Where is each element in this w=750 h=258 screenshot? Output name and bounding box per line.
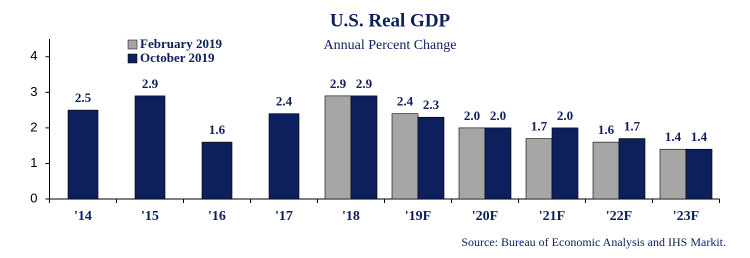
x-tick-label: '14	[74, 209, 92, 224]
chart-subtitle: Annual Percent Change	[324, 38, 457, 53]
bar	[525, 138, 553, 200]
y-tick-label: 3	[30, 84, 37, 99]
data-label: 1.7	[624, 119, 641, 134]
x-tick-label: '19F	[405, 209, 431, 224]
x-tick-label: '22F	[606, 209, 632, 224]
bar	[134, 95, 166, 200]
data-label: 2.4	[397, 94, 414, 109]
legend-swatch	[127, 53, 138, 64]
data-label: 1.6	[598, 122, 615, 137]
x-tick-label: '20F	[472, 209, 498, 224]
bar	[201, 141, 233, 200]
data-label: 2.0	[557, 108, 573, 123]
bar	[324, 95, 352, 200]
bar	[592, 141, 620, 200]
legend-label: February 2019	[140, 36, 222, 51]
x-tick-label: '16	[208, 209, 226, 224]
bar	[458, 127, 486, 200]
x-tick-label: '18	[342, 209, 360, 224]
x-tick-label: '21F	[539, 209, 565, 224]
bar	[618, 138, 646, 200]
data-label: 2.0	[464, 108, 480, 123]
bar	[659, 148, 687, 200]
y-tick-label: 1	[30, 155, 37, 170]
data-label: 2.9	[330, 76, 347, 91]
x-tick-label: '17	[275, 209, 293, 224]
y-tick-label: 0	[30, 190, 37, 205]
data-label: 2.3	[423, 97, 440, 112]
data-label: 2.9	[356, 76, 373, 91]
bar	[417, 116, 445, 200]
legend-label: October 2019	[140, 50, 215, 65]
data-label: 1.6	[209, 122, 226, 137]
data-label: 1.4	[665, 129, 682, 144]
chart-title: U.S. Real GDP	[330, 10, 451, 31]
bar	[268, 113, 300, 200]
x-tick-label: '15	[141, 209, 159, 224]
data-label: 2.0	[490, 108, 506, 123]
source-note: Source: Bureau of Economic Analysis and …	[461, 235, 726, 249]
bar	[551, 127, 579, 200]
y-tick-label: 4	[30, 48, 37, 63]
data-label: 1.4	[691, 129, 708, 144]
x-tick-label: '23F	[673, 209, 699, 224]
bar	[67, 109, 99, 200]
y-tick-label: 2	[30, 119, 37, 134]
bar	[685, 148, 713, 200]
data-label: 2.4	[276, 94, 293, 109]
bar	[350, 95, 378, 200]
legend-swatch	[127, 39, 138, 50]
data-label: 2.9	[142, 76, 159, 91]
data-label: 2.5	[75, 90, 92, 105]
bar	[484, 127, 512, 200]
bar	[391, 113, 419, 200]
data-label: 1.7	[531, 119, 548, 134]
